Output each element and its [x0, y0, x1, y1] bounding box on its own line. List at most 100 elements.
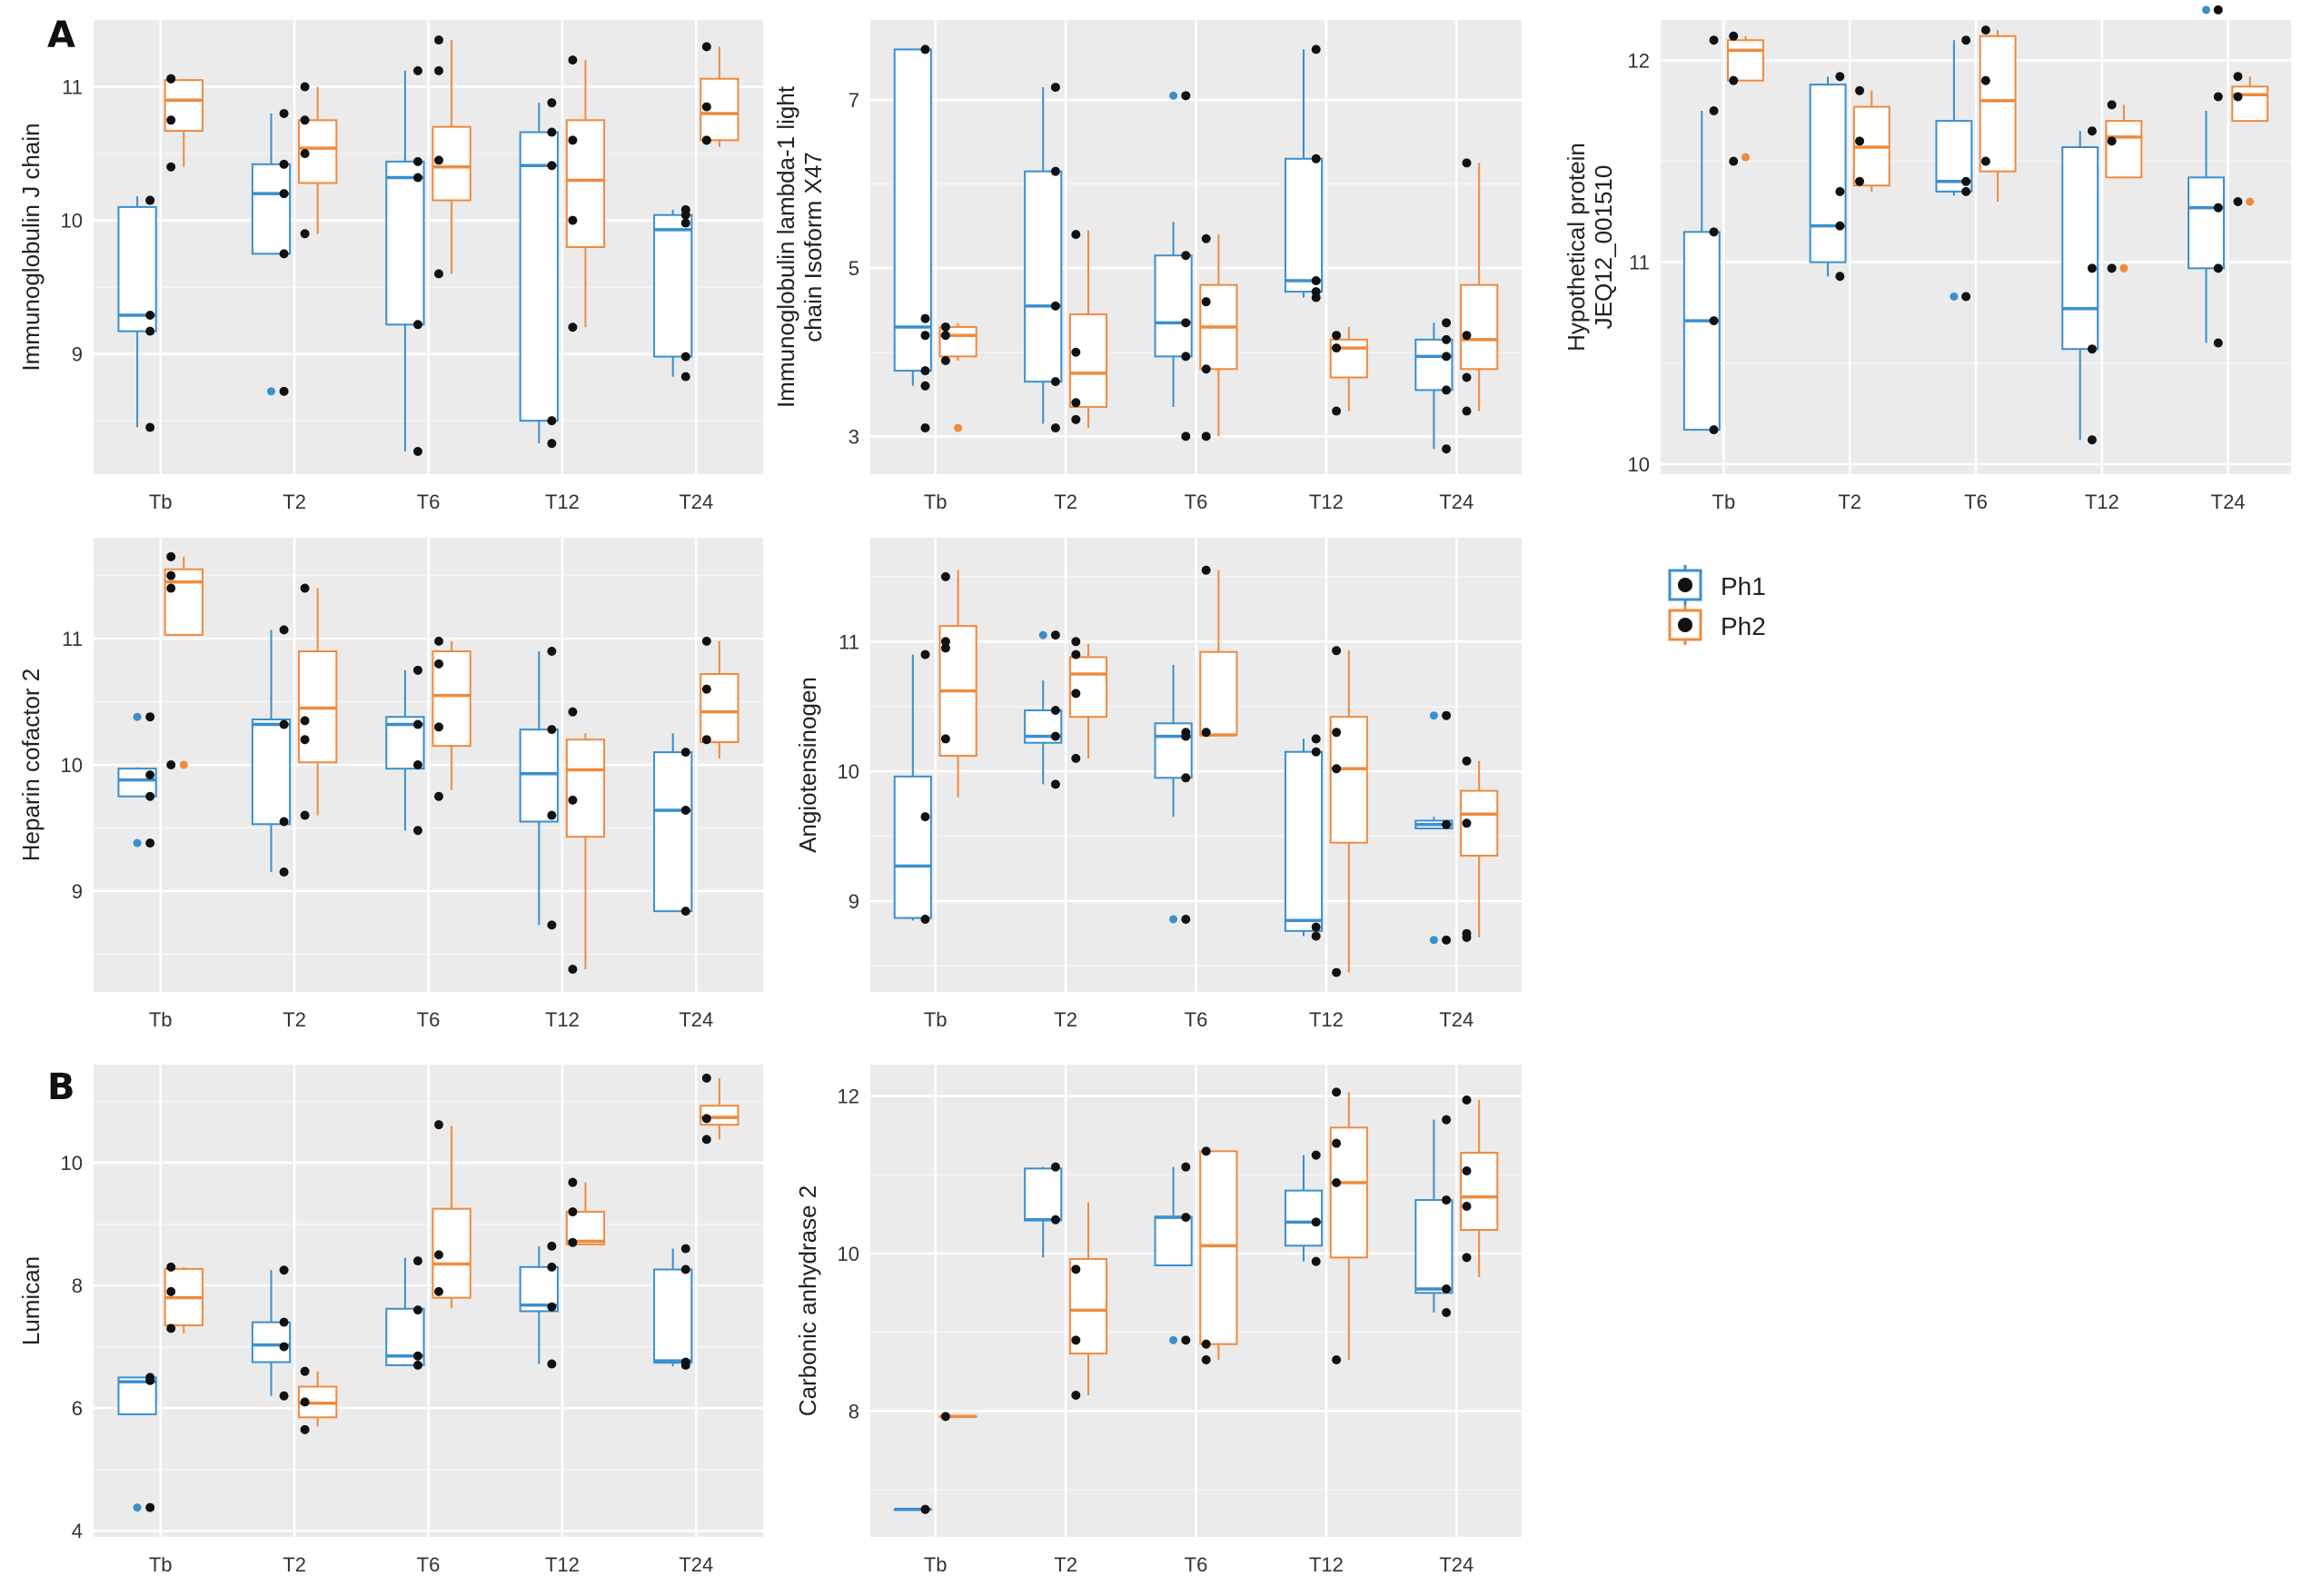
data-point — [940, 331, 950, 341]
data-point — [1442, 334, 1452, 344]
data-point — [1462, 331, 1472, 341]
outlier-point — [1950, 292, 1959, 301]
y-tick-label: 10 — [1628, 453, 1650, 476]
data-point — [300, 810, 310, 820]
data-point — [412, 173, 422, 183]
y-tick-label: 9 — [72, 343, 83, 366]
data-point — [145, 326, 155, 336]
outlier-point — [1429, 711, 1438, 720]
data-point — [1201, 1146, 1211, 1156]
outlier-point — [1169, 915, 1178, 924]
x-tick-label: T12 — [545, 1553, 580, 1576]
x-tick-label: T6 — [1964, 491, 1988, 513]
x-tick-label: Tb — [924, 1553, 948, 1576]
data-point — [300, 82, 310, 92]
data-point — [2233, 92, 2243, 102]
x-tick-label: Tb — [1712, 491, 1736, 513]
box — [1284, 750, 1324, 932]
data-point — [1709, 227, 1719, 237]
data-point — [1311, 45, 1321, 55]
data-point — [1462, 1253, 1472, 1263]
data-point — [568, 795, 578, 805]
data-point — [680, 748, 690, 758]
data-point — [547, 725, 557, 735]
data-point — [1709, 316, 1719, 326]
data-point — [680, 1357, 690, 1367]
data-point — [1050, 83, 1060, 93]
chart-6: 4 6 8 10 Tb T2 T6 T12 T24 Lumican — [17, 1065, 763, 1576]
data-point — [279, 159, 289, 169]
data-point — [1181, 773, 1191, 783]
y-axis-label: Lumican — [17, 1256, 45, 1345]
box — [1414, 1199, 1454, 1294]
data-point — [1050, 731, 1060, 741]
x-tick-label: T12 — [1309, 491, 1344, 513]
data-point — [1071, 753, 1081, 763]
y-axis-label: Immunoglobulin J chain — [17, 123, 45, 371]
box — [2188, 176, 2225, 270]
x-tick-label: T24 — [1439, 491, 1473, 513]
x-tick-label: T6 — [1185, 1008, 1208, 1031]
data-point — [680, 806, 690, 815]
y-tick-label: 4 — [72, 1520, 83, 1542]
data-point — [166, 760, 176, 769]
data-point — [940, 1412, 950, 1422]
box — [1329, 1126, 1368, 1259]
data-point — [1311, 931, 1321, 941]
data-point — [2087, 435, 2097, 445]
data-point — [145, 770, 155, 780]
data-point — [166, 115, 176, 125]
data-point — [1462, 756, 1472, 766]
data-point — [1835, 272, 1845, 282]
data-point — [412, 320, 422, 330]
data-point — [145, 311, 155, 320]
y-axis-label: Heparin cofactor 2 — [17, 669, 45, 861]
x-tick-label: T24 — [2211, 491, 2246, 513]
data-point — [1181, 318, 1191, 328]
y-axis-label: Hypothetical proteinJEQ12_001510 — [1563, 143, 1617, 352]
y-tick-label: 10 — [61, 1152, 83, 1175]
data-point — [434, 722, 444, 732]
x-tick-label: T6 — [417, 1553, 441, 1576]
x-tick-label: Tb — [924, 491, 948, 513]
data-point — [1181, 251, 1191, 261]
data-point — [412, 760, 422, 769]
chart-4: 9 10 11 Tb T2 T6 T12 T24 Heparin cofactor 2 — [17, 538, 763, 1031]
box — [653, 751, 693, 913]
data-point — [547, 920, 557, 930]
data-point — [300, 1424, 310, 1434]
data-point — [701, 135, 711, 145]
legend-key-ph2-dot — [1678, 618, 1692, 632]
chart-3: 10 11 12 Tb T2 T6 T12 T24 Hypothetical proteinJE… — [1563, 5, 2291, 513]
data-point — [701, 102, 711, 112]
outlier-point — [133, 1503, 142, 1512]
data-point — [680, 1264, 690, 1274]
outlier-point — [1429, 936, 1438, 945]
data-point — [568, 55, 578, 65]
legend-label-ph1: Ph1 — [1721, 572, 1766, 600]
data-point — [1961, 176, 1971, 186]
data-point — [2107, 136, 2117, 146]
data-point — [547, 416, 557, 426]
data-point — [1050, 377, 1060, 387]
data-point — [1855, 176, 1865, 186]
outlier-point — [267, 387, 276, 396]
data-point — [1442, 352, 1452, 362]
data-point — [412, 719, 422, 729]
outlier-point — [133, 838, 142, 848]
data-point — [1729, 156, 1739, 166]
outlier-point — [2119, 263, 2128, 273]
data-point — [1980, 75, 1990, 85]
data-point — [940, 322, 950, 332]
x-tick-label: T12 — [1309, 1008, 1344, 1031]
data-point — [166, 551, 176, 561]
box — [1460, 1152, 1499, 1231]
data-point — [568, 1207, 578, 1217]
data-point — [1311, 734, 1321, 744]
data-point — [1462, 818, 1472, 828]
x-tick-label: T2 — [1054, 1008, 1077, 1031]
data-point — [434, 269, 444, 279]
data-point — [279, 108, 289, 118]
data-point — [1332, 343, 1342, 353]
box — [251, 1321, 292, 1363]
